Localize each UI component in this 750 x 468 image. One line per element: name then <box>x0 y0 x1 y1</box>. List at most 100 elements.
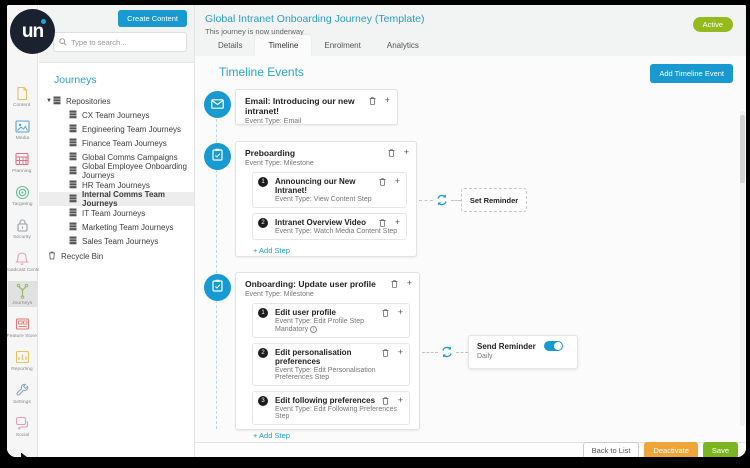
tree-item-it-team-journeys[interactable]: IT Team Journeys <box>39 206 194 220</box>
step-event-type: Event Type: Watch Media Content Step <box>275 228 398 235</box>
step-card[interactable]: 2 Edit personalisation preferences + Eve… <box>252 343 410 386</box>
email-event-icon-circle <box>204 91 231 118</box>
clipboard-check-icon <box>212 148 223 166</box>
status-badge[interactable]: Active <box>692 17 733 32</box>
delete-step-icon[interactable] <box>382 308 389 317</box>
step-card[interactable]: 2 Intranet Overview Video + Event Type: … <box>252 213 407 240</box>
page-title: Global Intranet Onboarding Journey (Temp… <box>205 13 425 25</box>
trash-icon <box>48 251 56 262</box>
add-step-link[interactable]: + Add Step <box>253 246 290 255</box>
rail-item-broadcast-center[interactable]: Broadcast Center <box>7 248 41 274</box>
search-box[interactable] <box>53 32 187 52</box>
add-step-after-icon[interactable]: + <box>397 347 403 357</box>
step-title: Edit user profile <box>275 308 336 317</box>
add-event-after-icon[interactable]: + <box>403 147 409 157</box>
add-event-after-icon[interactable]: + <box>406 278 412 288</box>
rail-item-security[interactable]: Security <box>8 215 37 241</box>
unily-logo[interactable]: un <box>10 9 55 54</box>
rail-label: Reporting <box>11 366 33 372</box>
chat-icon <box>13 415 31 431</box>
sync-icon[interactable] <box>435 193 449 207</box>
step-card[interactable]: 3 Edit following preferences + Event Typ… <box>252 391 410 425</box>
rail-item-social[interactable]: Social <box>8 413 37 439</box>
add-step-after-icon[interactable]: + <box>397 395 403 405</box>
rail-item-journeys[interactable]: Journeys <box>7 281 37 307</box>
add-step-after-icon[interactable]: + <box>394 176 400 186</box>
rail-item-feature-store[interactable]: Feature Store <box>7 314 37 340</box>
expand-rail-arrow-icon[interactable] <box>15 450 29 457</box>
rail-item-settings[interactable]: Settings <box>8 380 37 406</box>
tree-item-recycle-bin[interactable]: Recycle Bin <box>39 249 194 263</box>
image-icon <box>13 118 31 134</box>
rail-label: Broadcast Center <box>7 267 42 273</box>
reminder-connector <box>456 352 468 353</box>
tree-item-marketing-team-journeys[interactable]: Marketing Team Journeys <box>39 220 194 234</box>
rail-item-reporting[interactable]: Reporting <box>8 347 37 373</box>
deactivate-button[interactable]: Deactivate <box>644 441 698 457</box>
add-step-after-icon[interactable]: + <box>394 217 400 227</box>
delete-step-icon[interactable] <box>379 177 386 186</box>
add-step-link[interactable]: + Add Step <box>253 431 290 440</box>
repository-icon <box>69 110 77 121</box>
tree-item-global-comms-campaigns[interactable]: Global Comms Campaigns <box>39 150 194 164</box>
event-card-preboarding[interactable]: Preboarding + Event Type: Milestone 1 An… <box>235 141 417 257</box>
tab-details[interactable]: Details <box>218 41 243 50</box>
tab-timeline[interactable]: Timeline <box>255 35 312 56</box>
delete-event-icon[interactable] <box>369 96 376 105</box>
send-reminder-label: Send Reminder <box>477 341 536 351</box>
delete-step-icon[interactable] <box>382 396 389 405</box>
step-card[interactable]: 1 Announcing our New Intranet! + Event T… <box>252 172 407 208</box>
event-title: Preboarding <box>245 148 296 158</box>
search-icon <box>59 33 67 51</box>
tree-item-internal-comms-team-journeys[interactable]: Internal Comms Team Journeys <box>39 190 194 208</box>
tree-item-hr-team-journeys[interactable]: HR Team Journeys <box>39 178 194 192</box>
search-input[interactable] <box>71 37 181 47</box>
rail-item-planning[interactable]: Planning <box>8 149 37 175</box>
info-icon[interactable]: i <box>310 326 318 333</box>
set-reminder-box[interactable]: Set Reminder <box>461 188 527 212</box>
add-step-after-icon[interactable]: + <box>397 307 403 317</box>
rail-item-targeting[interactable]: Targeting <box>8 182 37 208</box>
reminder-connector <box>422 352 438 353</box>
delete-event-icon[interactable] <box>391 279 398 288</box>
journey-header: Global Intranet Onboarding Journey (Temp… <box>195 5 746 56</box>
delete-step-icon[interactable] <box>382 348 389 357</box>
repository-icon <box>69 124 77 135</box>
rail-item-content[interactable]: Content <box>8 83 37 109</box>
tree-item-engineering-team-journeys[interactable]: Engineering Team Journeys <box>39 122 194 136</box>
tab-analytics[interactable]: Analytics <box>386 41 419 50</box>
step-title: Intranet Overview Video <box>275 218 366 227</box>
rail-label: Targeting <box>11 201 33 207</box>
add-timeline-event-button[interactable]: Add Timeline Event <box>650 64 733 83</box>
tab-enrolment[interactable]: Enrolment <box>324 41 361 50</box>
create-content-button[interactable]: Create Content <box>118 10 187 27</box>
rail-label: Planning <box>12 168 32 174</box>
tree-item-cx-team-journeys[interactable]: CX Team Journeys <box>39 108 194 122</box>
step-card[interactable]: 1 Edit user profile + Event Type: Edit P… <box>252 303 410 338</box>
sync-icon[interactable] <box>440 345 454 359</box>
caret-down-icon[interactable]: ▼ <box>46 98 52 104</box>
repository-icon <box>69 180 77 191</box>
rail-item-media[interactable]: Media <box>8 116 37 142</box>
delete-step-icon[interactable] <box>379 218 386 227</box>
timeline-canvas: Email: Introducing our new intranet! + E… <box>195 56 746 442</box>
rail-label: Settings <box>13 399 31 405</box>
send-reminder-toggle[interactable] <box>543 341 563 351</box>
event-card-onboarding[interactable]: Onboarding: Update user profile + Event … <box>235 272 420 440</box>
step-event-type: Event Type: View Content Step <box>275 196 372 203</box>
step-title: Edit following preferences <box>275 396 376 405</box>
tree-item-sales-team-journeys[interactable]: Sales Team Journeys <box>39 234 194 248</box>
chart-icon <box>13 349 31 365</box>
tree-root-repositories[interactable]: ▼ Repositories <box>39 94 194 108</box>
tree-item-global-employee-onboarding-journeys[interactable]: Global Employee Onboarding Journeys <box>39 162 194 180</box>
scrollbar-thumb[interactable] <box>740 115 745 183</box>
delete-event-icon[interactable] <box>388 148 395 157</box>
back-to-list-button[interactable]: Back to List <box>582 441 640 457</box>
tree-item-finance-team-journeys[interactable]: Finance Team Journeys <box>39 136 194 150</box>
timeline-events-heading: Timeline Events <box>219 65 304 79</box>
content-scrollbar[interactable] <box>740 111 745 426</box>
add-event-after-icon[interactable]: + <box>384 95 390 105</box>
step-title: Announcing our New Intranet! <box>275 177 356 195</box>
save-button[interactable]: Save <box>702 441 738 457</box>
event-card-email[interactable]: Email: Introducing our new intranet! + E… <box>235 89 398 125</box>
